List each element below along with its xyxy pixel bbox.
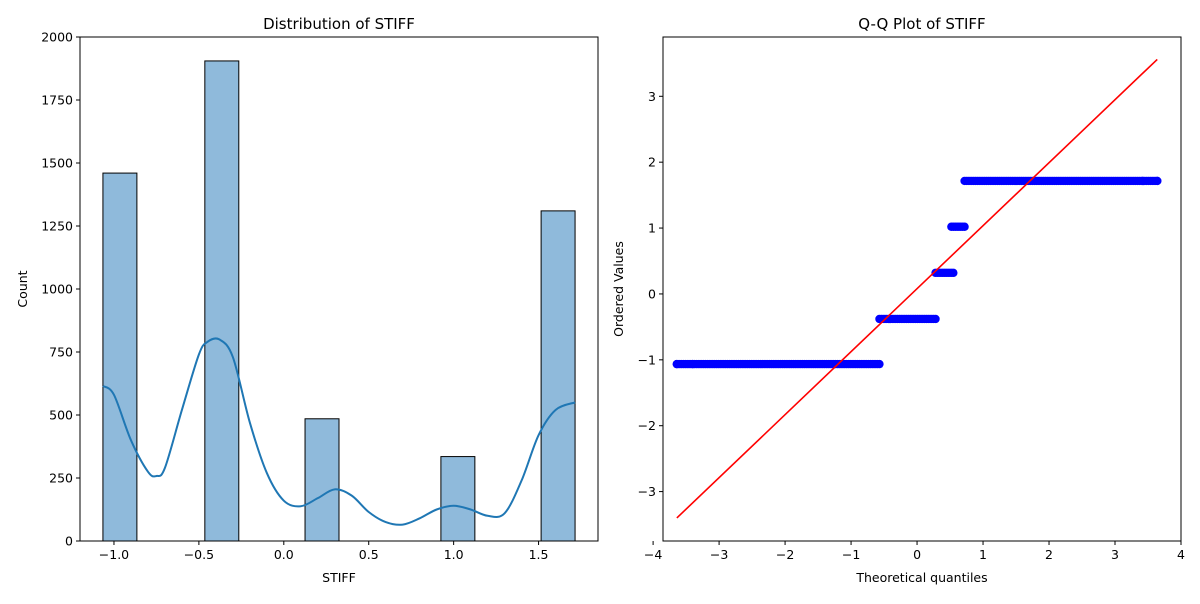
histogram-x-tick-label: 0.0 — [274, 547, 294, 562]
qq-x-tick-label: −3 — [710, 547, 728, 562]
qq-x-tick-label: 3 — [1111, 547, 1119, 562]
histogram-y-ticks: 0 250 500 750 1000 1250 1500 1750 2000 — [41, 30, 80, 549]
histogram-x-tick-label: 1.0 — [444, 547, 464, 562]
qq-fit-line — [676, 58, 1158, 519]
histogram-bar — [440, 456, 476, 542]
histogram-x-tick-label: 1.5 — [529, 547, 549, 562]
histogram-x-tick-label: 0.5 — [359, 547, 379, 562]
histogram-y-tick-label: 1000 — [41, 282, 73, 297]
qq-point — [1138, 176, 1147, 186]
qq-point — [875, 359, 884, 369]
histogram-bar — [304, 418, 340, 542]
histogram-y-tick-label: 1500 — [41, 156, 73, 171]
qq-y-label: Ordered Values — [611, 241, 626, 337]
qq-point — [1153, 176, 1162, 186]
qq-x-ticks: −4 −3 −2 −1 0 1 2 3 4 — [644, 541, 1185, 562]
qq-y-ticks: −3 −2 −1 0 1 2 3 — [638, 89, 663, 499]
qq-y-tick-label: −2 — [638, 418, 656, 433]
qq-x-tick-label: 2 — [1045, 547, 1053, 562]
qq-x-tick-label: 4 — [1177, 547, 1185, 562]
histogram-y-tick-label: 250 — [49, 471, 73, 486]
qq-x-label: Theoretical quantiles — [855, 570, 987, 585]
qq-x-tick-label: −1 — [842, 547, 860, 562]
qq-points — [672, 176, 1162, 369]
qq-title: Q-Q Plot of STIFF — [858, 15, 985, 33]
histogram-y-tick-label: 1250 — [41, 219, 73, 234]
histogram-panel: Distribution of STIFF −1.0 −0.5 0.0 0.5 1.0 1… — [15, 15, 599, 585]
histogram-y-tick-label: 750 — [49, 345, 73, 360]
histogram-x-tick-label: −1.0 — [99, 547, 129, 562]
histogram-y-label: Count — [15, 270, 30, 307]
histogram-x-tick-label: −0.5 — [184, 547, 214, 562]
qq-y-tick-label: 0 — [648, 286, 656, 301]
histogram-bar — [102, 172, 138, 542]
qq-point — [949, 268, 958, 278]
histogram-bar — [540, 210, 576, 542]
kde-curve — [102, 337, 576, 526]
histogram-y-tick-label: 1750 — [41, 93, 73, 108]
qq-axes-frame — [662, 36, 1182, 542]
qq-y-tick-label: −3 — [638, 484, 656, 499]
qq-point — [688, 359, 697, 369]
qq-x-tick-label: 1 — [979, 547, 987, 562]
histogram-bars — [102, 60, 576, 542]
qq-y-tick-label: −1 — [638, 352, 656, 367]
histogram-y-tick-label: 0 — [65, 534, 73, 549]
qq-x-tick-label: −2 — [776, 547, 794, 562]
qq-point — [672, 359, 682, 369]
histogram-title: Distribution of STIFF — [263, 15, 415, 33]
qq-y-tick-label: 1 — [648, 221, 656, 236]
qq-x-tick-label: −4 — [644, 547, 662, 562]
histogram-x-ticks: −1.0 −0.5 0.0 0.5 1.0 1.5 — [99, 541, 549, 562]
qq-y-tick-label: 3 — [648, 89, 656, 104]
histogram-y-tick-label: 2000 — [41, 30, 73, 45]
qq-point — [931, 314, 940, 324]
histogram-bar — [204, 60, 240, 542]
qq-y-tick-label: 2 — [648, 155, 656, 170]
qq-point — [960, 222, 969, 231]
qq-panel: Q-Q Plot of STIFF −4 −3 −2 −1 0 1 2 3 4 −3 −2 −1 0 1… — [611, 15, 1185, 585]
qq-x-tick-label: 0 — [913, 547, 921, 562]
histogram-y-tick-label: 500 — [49, 408, 73, 423]
histogram-x-label: STIFF — [322, 570, 356, 585]
